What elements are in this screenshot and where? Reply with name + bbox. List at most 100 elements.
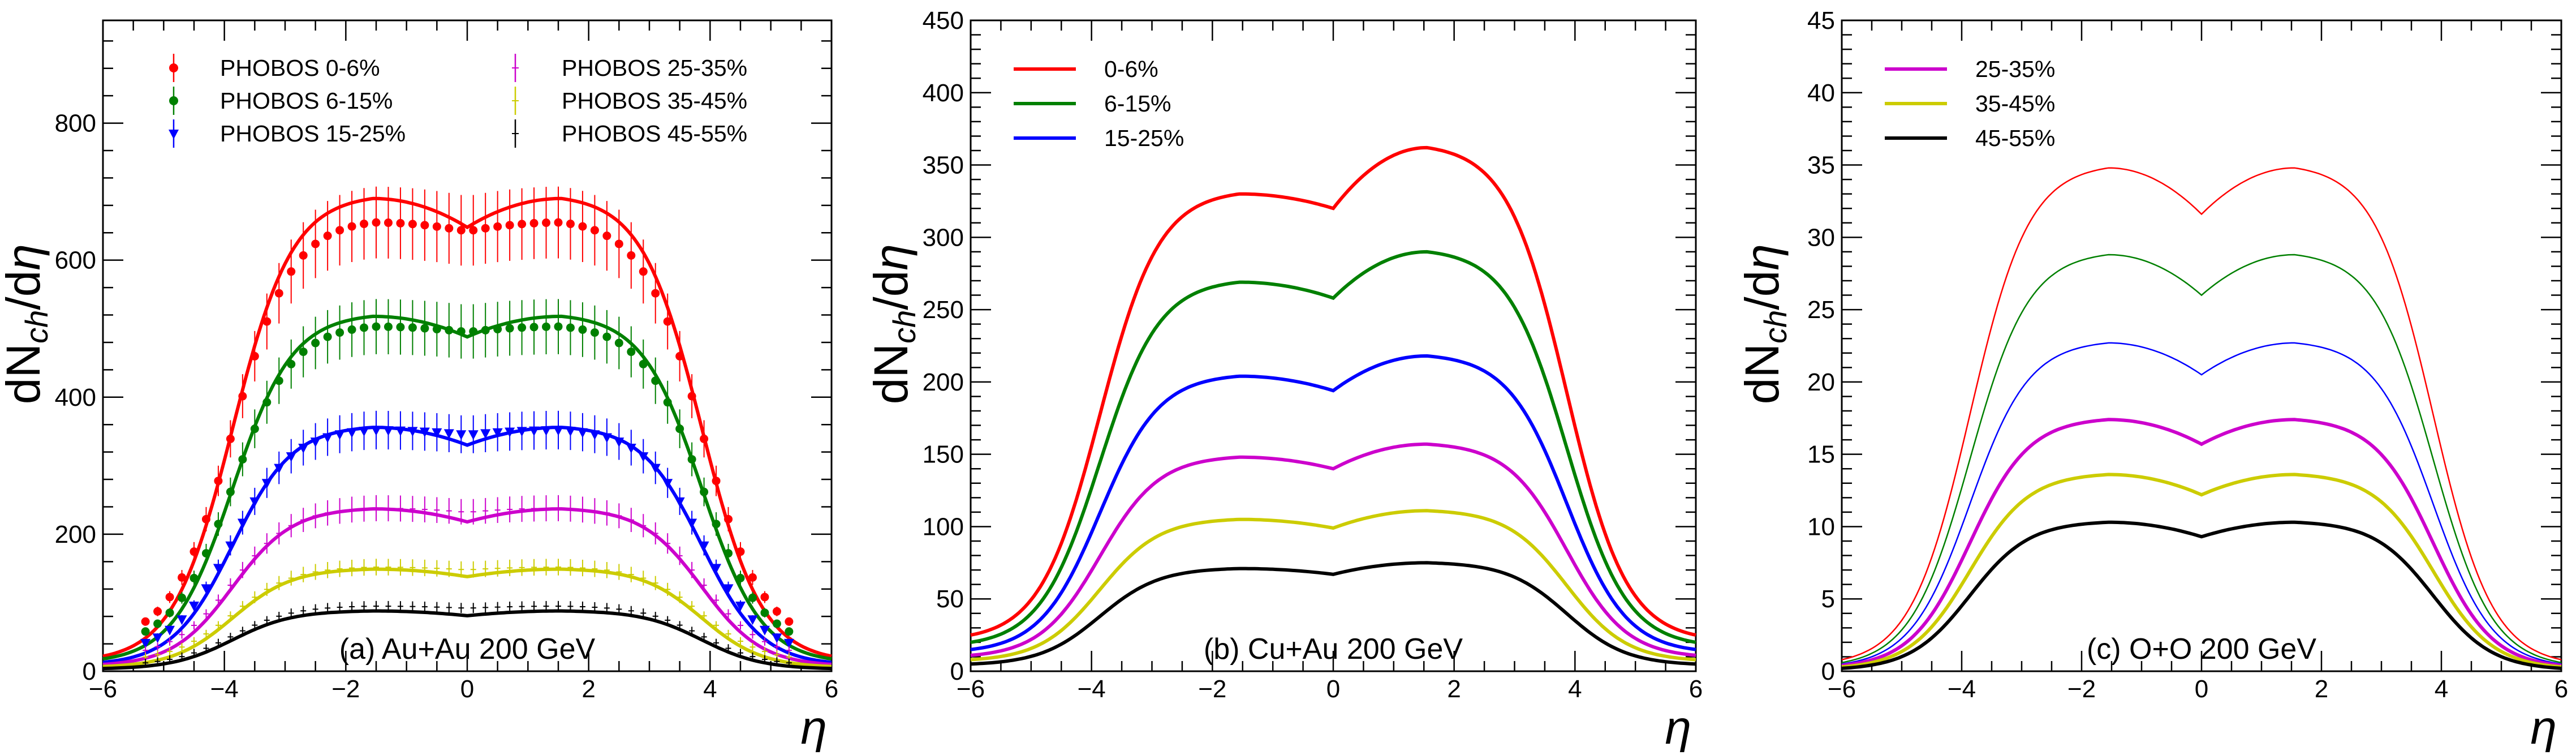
data-point xyxy=(627,348,636,357)
data-point xyxy=(662,479,673,489)
data-point xyxy=(371,426,381,436)
x-tick-label: 0 xyxy=(460,675,474,703)
data-point xyxy=(785,617,794,626)
data-point xyxy=(383,426,394,436)
y-tick-label: 200 xyxy=(923,368,964,396)
data-point xyxy=(566,323,575,332)
legend-label: PHOBOS 6-15% xyxy=(220,88,393,114)
series-line-25-35% xyxy=(1841,418,2562,667)
series-line-35-45% xyxy=(970,509,1696,662)
data-point xyxy=(759,625,770,636)
data-point xyxy=(589,430,600,440)
data-point xyxy=(542,218,551,228)
data-point xyxy=(372,218,381,227)
series-line-0-6% xyxy=(970,145,1696,637)
legend-label: 6-15% xyxy=(1104,91,1171,117)
data-point xyxy=(529,323,539,332)
data-point xyxy=(663,398,672,407)
y-title-subscript: ch xyxy=(1757,310,1793,344)
data-point xyxy=(577,428,588,438)
y-title-part: η xyxy=(864,244,917,271)
data-point xyxy=(226,487,235,496)
y-axis-title: dNch/dη xyxy=(0,244,54,404)
legend-marker xyxy=(169,63,178,72)
y-tick-label: 0 xyxy=(83,658,96,685)
x-tick-label: 4 xyxy=(703,675,717,703)
legend-label: PHOBOS 45-55% xyxy=(562,121,747,147)
x-axis-title: η xyxy=(1665,701,1691,752)
data-point xyxy=(468,430,479,440)
data-point xyxy=(443,429,454,439)
data-point xyxy=(480,429,491,439)
data-point xyxy=(384,218,393,228)
data-point xyxy=(408,220,417,229)
data-point xyxy=(674,497,685,507)
data-point xyxy=(481,325,490,334)
data-point xyxy=(213,564,223,574)
series-line-35-45% xyxy=(102,567,832,668)
y-tick-label: 45 xyxy=(1807,7,1835,35)
data-point xyxy=(772,607,781,616)
x-tick-label: −6 xyxy=(957,675,985,703)
legend: 0-6% 6-15% 15-25% xyxy=(1014,56,1184,151)
data-point xyxy=(711,564,722,574)
data-point xyxy=(335,328,344,337)
y-title-part: /d xyxy=(0,271,50,310)
x-axis-title: η xyxy=(800,701,827,752)
data-point xyxy=(359,427,369,437)
y-title-part: dN xyxy=(0,344,50,404)
data-point xyxy=(529,218,539,228)
data-point xyxy=(189,601,199,611)
data-point xyxy=(165,625,175,636)
series-line-35-45% xyxy=(1841,473,2562,669)
data-point xyxy=(772,633,782,644)
plot-frame xyxy=(102,19,833,672)
data-point xyxy=(141,617,150,626)
data-point xyxy=(226,434,235,443)
phobos-points xyxy=(140,186,794,667)
plot-frame xyxy=(1841,19,2562,672)
panel-label: (b) Cu+Au 200 GeV xyxy=(1204,633,1463,666)
y-tick-label: 200 xyxy=(55,521,96,548)
data-point xyxy=(687,455,696,464)
data-point xyxy=(262,317,272,326)
data-point xyxy=(310,437,321,448)
data-point xyxy=(176,615,187,625)
data-point xyxy=(748,573,757,582)
data-point xyxy=(639,359,648,368)
y-title-part: η xyxy=(0,244,50,271)
series-line-15-25% xyxy=(1841,342,2562,665)
series-group xyxy=(1841,167,2562,670)
data-point xyxy=(347,325,356,334)
data-point xyxy=(323,231,332,241)
data-point xyxy=(518,220,527,229)
legend: 25-35% 35-45% 45-55% xyxy=(1885,56,2055,151)
series-line-45-55% xyxy=(970,561,1696,666)
data-point xyxy=(165,608,174,617)
data-point xyxy=(287,359,296,368)
y-tick-label: 25 xyxy=(1807,296,1835,324)
data-point xyxy=(445,325,454,334)
data-point xyxy=(311,338,320,348)
data-point xyxy=(518,323,527,332)
data-point xyxy=(481,224,490,233)
legend-label: 25-35% xyxy=(1975,56,2055,82)
data-point xyxy=(675,424,684,434)
series-line-45-55% xyxy=(1841,520,2562,670)
data-point xyxy=(760,593,769,602)
legend-marker xyxy=(169,96,178,105)
data-point xyxy=(299,348,308,357)
data-point xyxy=(578,222,587,231)
data-point xyxy=(347,428,357,438)
data-point xyxy=(445,224,454,233)
x-tick-label: −2 xyxy=(2067,675,2096,703)
series-line-25-35% xyxy=(102,507,832,666)
data-point xyxy=(602,332,611,341)
data-point xyxy=(712,520,721,529)
data-point xyxy=(334,430,345,440)
data-point xyxy=(214,477,223,486)
data-point xyxy=(189,573,199,582)
data-point xyxy=(785,627,794,636)
x-tick-label: 0 xyxy=(2195,675,2208,703)
